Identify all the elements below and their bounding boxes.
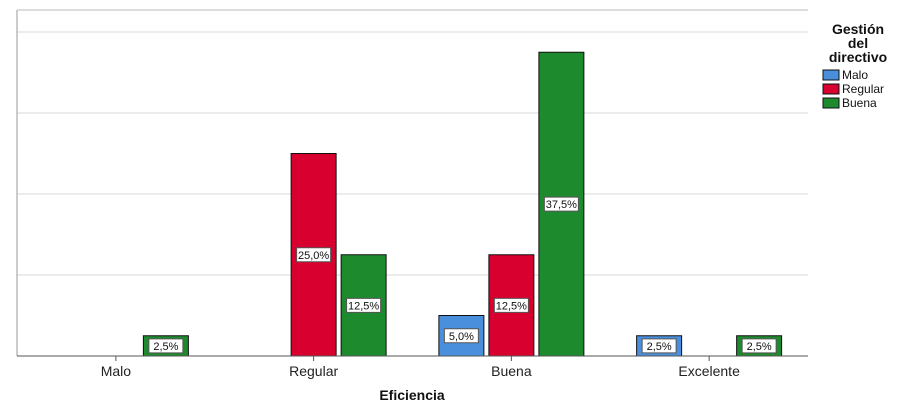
legend-swatch-regular	[822, 83, 840, 95]
x-axis-title: Eficiencia	[379, 387, 445, 403]
data-label: 5,0%	[449, 331, 474, 343]
data-label: 12,5%	[348, 300, 379, 312]
legend-title-line: directivo	[829, 49, 887, 65]
x-tick-label: Excelente	[678, 363, 740, 379]
data-label: 37,5%	[546, 199, 577, 211]
legend-label-malo: Malo	[842, 68, 868, 82]
legend-swatch-malo	[822, 69, 840, 81]
data-label-box	[148, 338, 184, 354]
data-label: 25,0%	[298, 250, 329, 262]
data-label-box	[741, 338, 777, 354]
legend-label-buena: Buena	[842, 96, 877, 110]
data-label: 12,5%	[496, 300, 527, 312]
x-tick-labels: Malo Regular Buena Excelente	[101, 356, 740, 379]
grid	[17, 31, 808, 276]
x-tick-label: Buena	[491, 363, 532, 379]
data-label: 2,5%	[647, 341, 672, 353]
x-tick-label: Malo	[101, 363, 132, 379]
data-label-box	[543, 196, 579, 212]
legend-title-line: Gestión	[832, 21, 884, 37]
legend-label-regular: Regular	[842, 82, 884, 96]
data-label: 2,5%	[747, 341, 772, 353]
data-label: 2,5%	[153, 341, 178, 353]
bars: 2,5% 25,0% 12,5% 5,0% 12,5% 37,5% 2,5% 2,5%	[142, 51, 783, 357]
data-label-box	[493, 297, 529, 313]
axes	[16, 9, 808, 357]
data-label-box	[443, 328, 479, 344]
legend-swatch-buena	[822, 97, 840, 109]
legend-title-line: del	[848, 35, 868, 51]
data-label-box	[346, 297, 382, 313]
x-tick-label: Regular	[289, 363, 338, 379]
data-label-box	[641, 338, 677, 354]
data-label-box	[296, 247, 332, 263]
